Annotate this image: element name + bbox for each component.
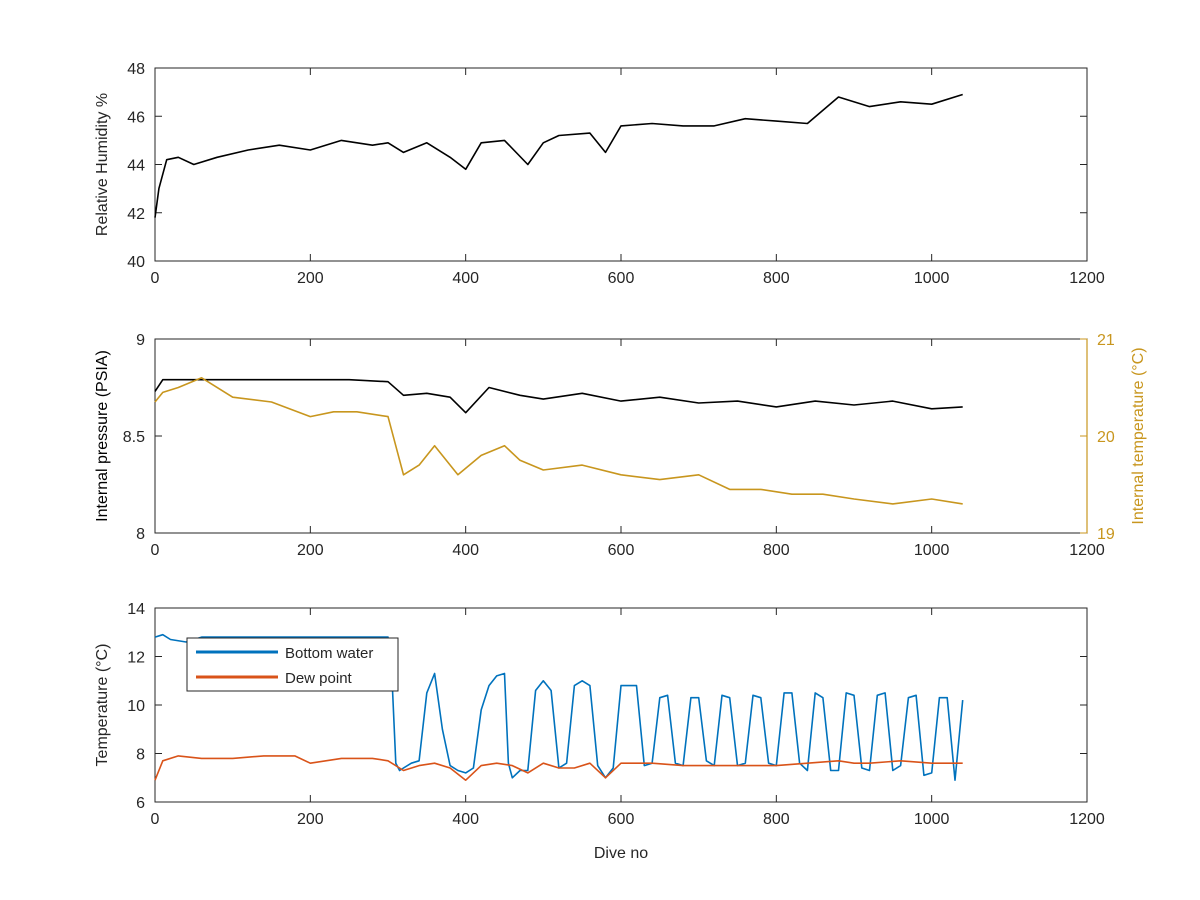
x-tick-label: 600 [608,270,635,287]
y-tick-label: 9 [136,332,145,349]
y-right-tick-label: 19 [1097,526,1115,543]
x-tick-label: 0 [151,811,160,828]
x-tick-label: 800 [763,542,790,559]
y-tick-label: 44 [127,158,145,175]
x-tick-label: 0 [151,270,160,287]
series-line-dew-point [154,755,963,782]
y-tick-label: 8 [136,747,145,764]
x-tick-label: 200 [297,811,324,828]
y-tick-label: 14 [127,601,145,618]
y-tick-label: 8.5 [123,429,145,446]
x-tick-label: 600 [608,811,635,828]
x-tick-label: 800 [763,811,790,828]
x-tick-label: 200 [297,270,324,287]
subplot-3: 0 200 400 600 800 1000 1200 6 8 10 12 14 Temperature… [94,601,1105,862]
x-tick-label: 1200 [1069,811,1105,828]
y-axis-label: Temperature (°C) [94,644,111,767]
y-tick-label: 40 [127,254,145,271]
x-tick-label: 400 [452,811,479,828]
x-tick-label: 1200 [1069,270,1105,287]
x-tick-label: 1000 [914,811,950,828]
y-tick-label: 10 [127,698,145,715]
legend-label-dew-point: Dew point [285,670,353,687]
x-axis-label: Dive no [594,845,648,862]
y-right-tick-label: 21 [1097,332,1115,349]
subplot-2: 0 200 400 600 800 1000 1200 8 8.5 9 19 20 21 Internal… [94,332,1147,559]
y-right-axis-label: Internal temperature (°C) [1130,347,1147,524]
subplot-panels: 0 200 400 600 800 1000 12004042444648Relative … [94,61,1147,862]
y-tick-label: 12 [127,650,145,667]
y-tick-label: 8 [136,526,145,543]
x-tick-label: 400 [452,542,479,559]
y-tick-label: 42 [127,206,145,223]
x-tick-label: 400 [452,270,479,287]
x-tick-label: 200 [297,542,324,559]
y-right-tick-label: 20 [1097,429,1115,446]
y-tick-label: 6 [136,795,145,812]
y-tick-label: 46 [127,109,145,126]
legend: Bottom water Dew point [186,637,399,692]
y-tick-label: 48 [127,61,145,78]
legend-label-bottom-water: Bottom water [285,645,373,662]
series-line-1-1 [154,93,963,218]
series-line-2-1 [154,378,963,414]
y-axis-label: Relative Humidity % [94,93,111,236]
x-tick-label: 800 [763,270,790,287]
x-tick-label: 0 [151,542,160,559]
x-tick-label: 1200 [1069,542,1105,559]
y-axis-label: Internal pressure (PSIA) [94,350,111,522]
x-tick-label: 1000 [914,270,950,287]
subplot-1: 0 200 400 600 800 1000 1200 40 42 44 46 48 Relative … [94,61,1105,287]
x-tick-label: 600 [608,542,635,559]
legend-box [186,637,399,692]
x-tick-label: 1000 [914,542,950,559]
series-line-2-2 [154,376,963,505]
